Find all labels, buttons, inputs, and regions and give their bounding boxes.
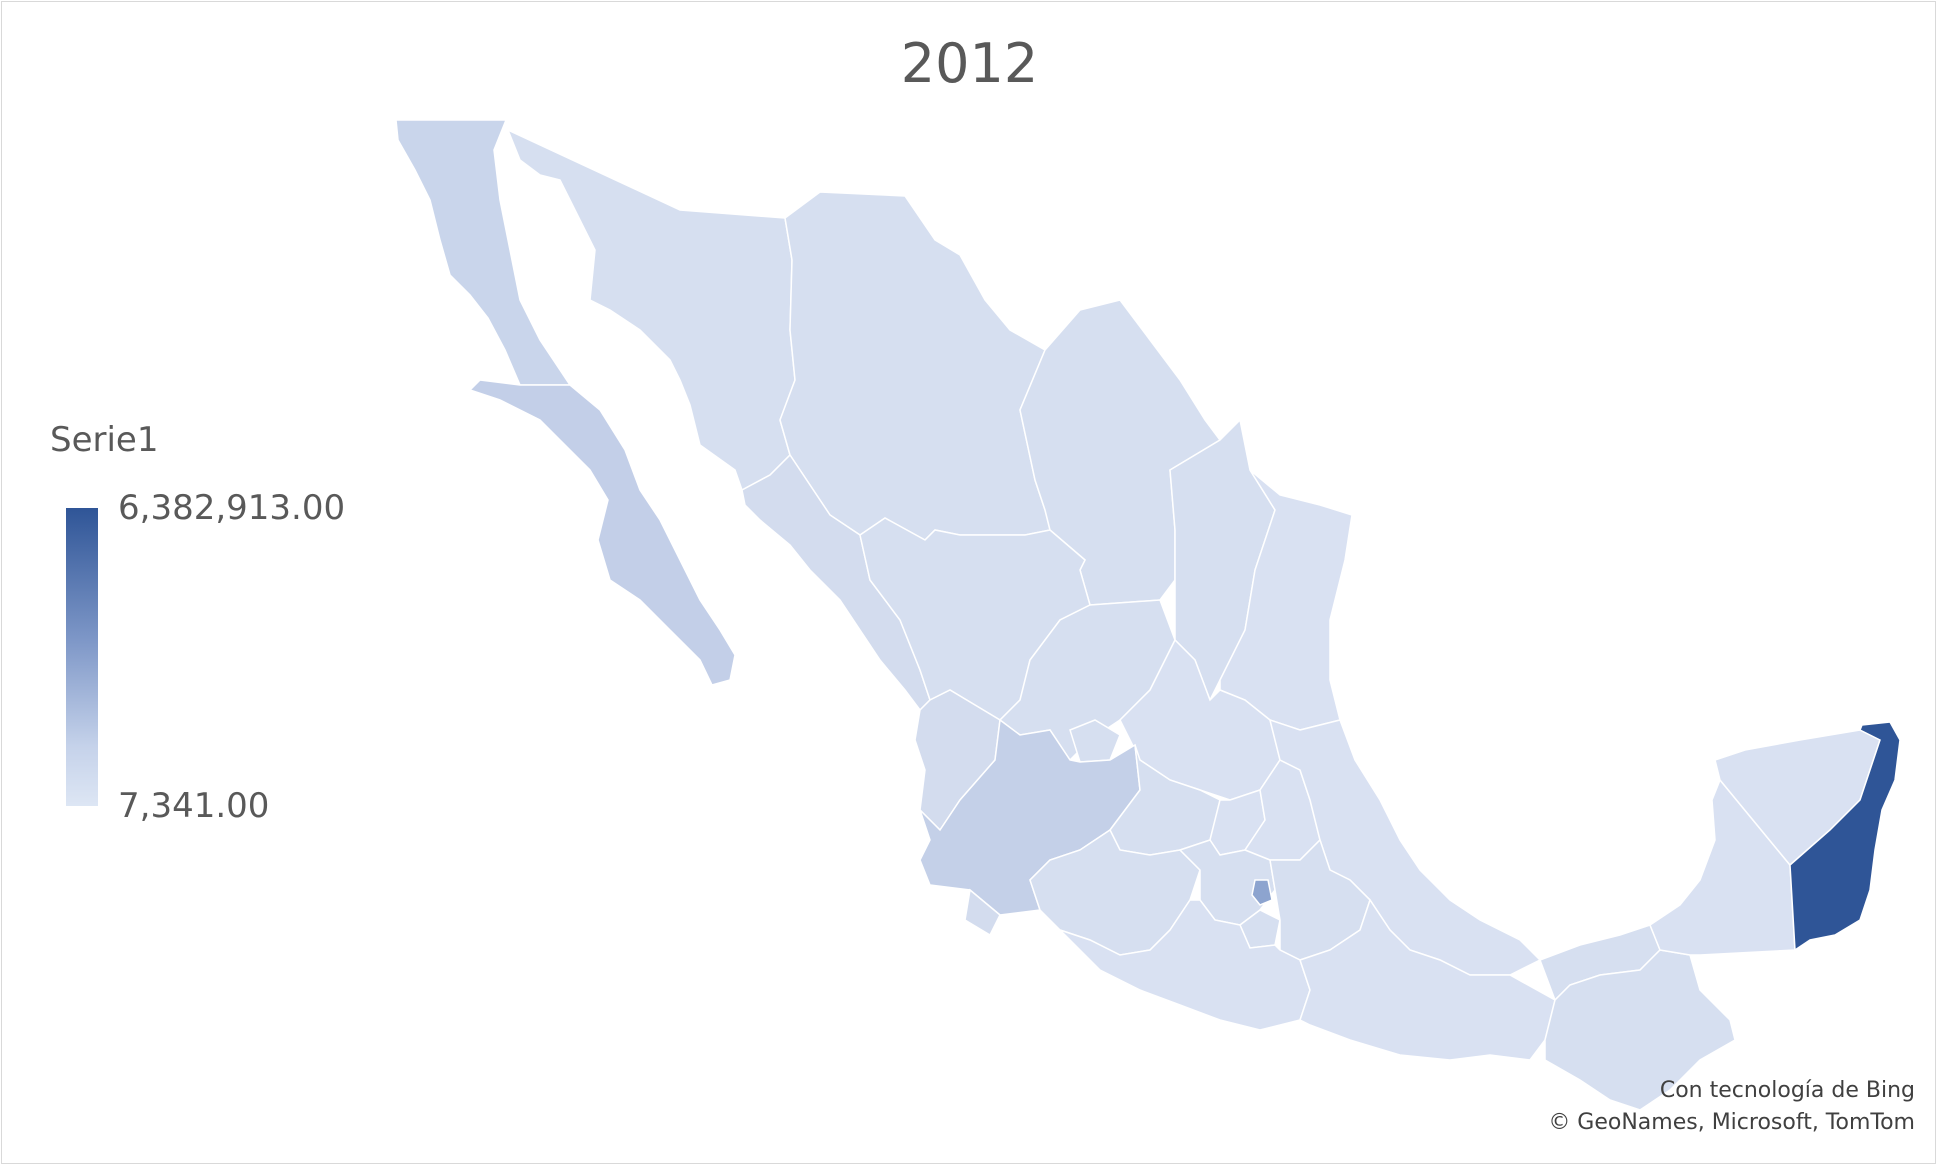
legend-series-name: Serie1 — [50, 420, 159, 460]
region-colima[interactable] — [964, 888, 1001, 937]
legend-max-value: 6,382,913.00 — [118, 488, 346, 528]
region-aguascalientes[interactable] — [1069, 719, 1121, 763]
region-guerrero[interactable] — [1059, 899, 1311, 1031]
map-title: 2012 — [900, 32, 1039, 95]
attribution-bing: Con tecnología de Bing — [1659, 1078, 1915, 1103]
attribution-copyright: © GeoNames, Microsoft, TomTom — [1548, 1110, 1915, 1135]
region-sonora[interactable] — [506, 128, 796, 492]
region-chihuahua[interactable] — [779, 191, 1051, 541]
region-baja-california-sur[interactable] — [468, 379, 736, 686]
region-quintana-roo[interactable] — [1789, 721, 1901, 952]
region-chiapas[interactable] — [1544, 949, 1736, 1111]
legend-color-scale — [66, 508, 98, 806]
region-ciudad-de-mexico[interactable] — [1251, 879, 1273, 906]
legend-min-value: 7,341.00 — [118, 786, 270, 826]
